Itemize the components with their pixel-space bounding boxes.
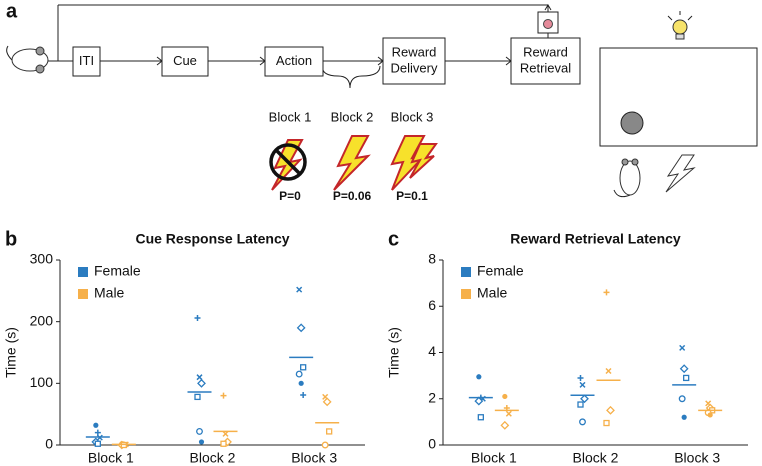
process-box xyxy=(72,46,101,77)
legend-swatch xyxy=(78,267,88,277)
y-tick-label: 100 xyxy=(30,374,54,390)
data-point xyxy=(220,392,227,399)
data-point xyxy=(681,414,687,420)
box-label: Reward xyxy=(523,44,568,59)
x-tick-label: Block 1 xyxy=(88,450,134,466)
data-point xyxy=(298,380,304,386)
y-tick-label: 6 xyxy=(428,297,436,313)
data-point xyxy=(321,441,329,449)
data-point xyxy=(606,405,615,415)
data-point xyxy=(220,440,227,447)
data-point xyxy=(603,419,610,427)
arena-icon xyxy=(599,11,758,198)
y-axis-label: Time (s) xyxy=(3,327,19,378)
y-tick-label: 0 xyxy=(428,436,436,452)
data-point xyxy=(580,394,589,404)
block-probability: P=0.06 xyxy=(333,189,372,203)
mouse-icon xyxy=(6,45,49,74)
chart-title: Cue Response Latency xyxy=(135,231,289,247)
data-point xyxy=(322,397,332,407)
process-box xyxy=(382,37,446,85)
legend-label: Male xyxy=(94,285,125,301)
data-point xyxy=(579,418,586,426)
data-point xyxy=(222,430,229,437)
data-point xyxy=(579,381,586,388)
data-point xyxy=(477,414,484,421)
y-tick-label: 8 xyxy=(428,251,436,267)
legend-swatch xyxy=(78,289,88,299)
data-point xyxy=(197,378,206,388)
box-label: Action xyxy=(276,53,312,68)
shock-icons xyxy=(269,135,438,191)
data-point xyxy=(296,286,303,293)
data-point xyxy=(683,374,690,382)
x-tick-label: Block 2 xyxy=(573,450,619,466)
data-point xyxy=(474,396,484,406)
data-point xyxy=(196,427,203,435)
legend-swatch xyxy=(461,289,471,299)
y-tick-label: 200 xyxy=(30,312,54,328)
y-tick-label: 4 xyxy=(428,343,436,359)
panel-label: c xyxy=(388,228,399,250)
data-point xyxy=(500,420,510,430)
block-probability: P=0 xyxy=(279,189,301,203)
panel-label: a xyxy=(6,0,18,22)
block-probability: P=0.1 xyxy=(396,189,428,203)
data-point xyxy=(194,314,201,321)
data-point xyxy=(505,410,512,417)
data-point xyxy=(707,412,713,418)
data-point xyxy=(196,374,203,381)
process-box xyxy=(161,46,209,77)
data-point xyxy=(300,364,307,371)
x-tick-label: Block 2 xyxy=(190,450,236,466)
data-point xyxy=(295,370,303,378)
data-point xyxy=(94,440,101,447)
process-box xyxy=(264,46,324,77)
chart-title: Reward Retrieval Latency xyxy=(510,231,681,247)
box-label: ITI xyxy=(79,53,94,68)
panel-label: b xyxy=(5,228,17,250)
process-box xyxy=(510,37,581,85)
legend-label: Female xyxy=(477,263,524,279)
x-tick-label: Block 3 xyxy=(674,450,720,466)
x-tick-label: Block 1 xyxy=(471,450,517,466)
data-point xyxy=(194,393,201,401)
data-point xyxy=(577,374,584,381)
y-axis-label: Time (s) xyxy=(386,327,402,378)
data-point xyxy=(605,367,612,375)
block-label: Block 1 xyxy=(269,109,312,124)
block-label: Block 2 xyxy=(331,109,374,124)
data-point xyxy=(296,323,306,333)
data-point xyxy=(679,344,686,351)
data-point xyxy=(679,364,689,374)
legend-label: Female xyxy=(94,263,141,279)
y-tick-label: 0 xyxy=(45,436,53,452)
block-label: Block 3 xyxy=(391,109,434,124)
box-label: Reward xyxy=(392,44,437,59)
legend-label: Male xyxy=(477,285,508,301)
data-point xyxy=(93,422,99,428)
data-point xyxy=(502,393,508,400)
y-tick-label: 2 xyxy=(428,389,436,405)
legend-swatch xyxy=(461,267,471,277)
data-point xyxy=(326,428,333,435)
data-point xyxy=(476,374,482,380)
box-label: Retrieval xyxy=(520,60,571,75)
data-point xyxy=(198,439,205,445)
y-tick-label: 300 xyxy=(30,251,54,267)
data-point xyxy=(300,392,307,399)
data-point xyxy=(678,395,686,403)
x-tick-label: Block 3 xyxy=(291,450,337,466)
box-label: Delivery xyxy=(391,60,438,75)
data-point xyxy=(577,401,584,408)
data-point xyxy=(603,289,610,296)
box-label: Cue xyxy=(173,53,197,68)
